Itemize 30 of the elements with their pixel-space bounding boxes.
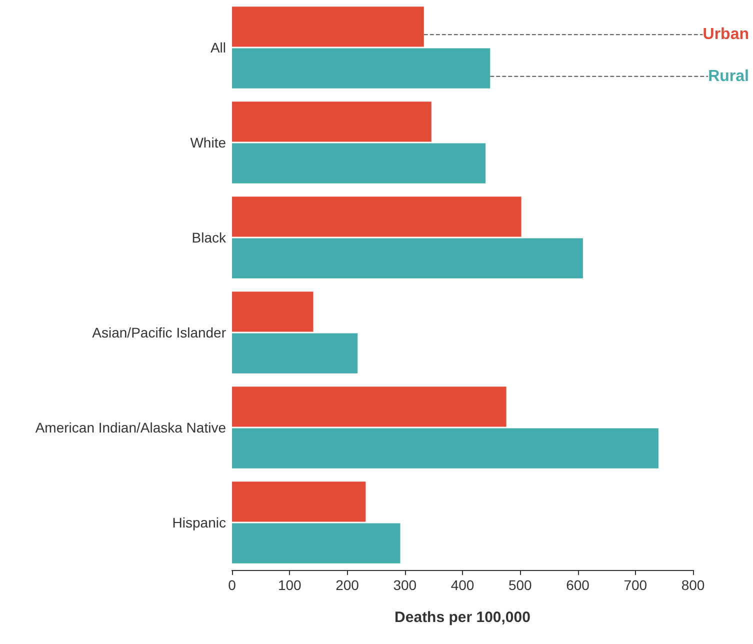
y-tick-label: Asian/Pacific Islander <box>92 324 226 340</box>
x-tick-label: 0 <box>228 577 236 593</box>
bar <box>232 48 490 88</box>
bar <box>232 196 522 237</box>
x-tick-label: 500 <box>508 577 532 593</box>
bar <box>232 386 506 427</box>
x-tick-label: 300 <box>393 577 417 593</box>
bar <box>232 428 658 468</box>
x-tick-label: 200 <box>336 577 360 593</box>
y-tick-label: Hispanic <box>172 514 226 530</box>
bar <box>232 523 400 564</box>
x-axis-title: Deaths per 100,000 <box>394 609 530 626</box>
x-tick-label: 700 <box>624 577 648 593</box>
x-tick-label: 600 <box>566 577 590 593</box>
bar <box>232 102 432 142</box>
x-tick-label: 800 <box>681 577 705 593</box>
bar <box>232 143 486 184</box>
x-tick-label: 100 <box>278 577 302 593</box>
y-tick-label: Black <box>192 230 227 246</box>
y-tick-label: All <box>210 40 226 56</box>
y-tick-label: White <box>190 134 226 150</box>
bar <box>232 292 314 332</box>
y-tick-label: American Indian/Alaska Native <box>35 420 226 436</box>
text: Urban <box>702 26 749 44</box>
bar <box>232 238 583 278</box>
bar <box>232 6 424 47</box>
x-tick-label: 400 <box>450 577 474 593</box>
text: Rural <box>708 68 749 85</box>
bar <box>232 482 366 522</box>
bar <box>232 333 358 374</box>
